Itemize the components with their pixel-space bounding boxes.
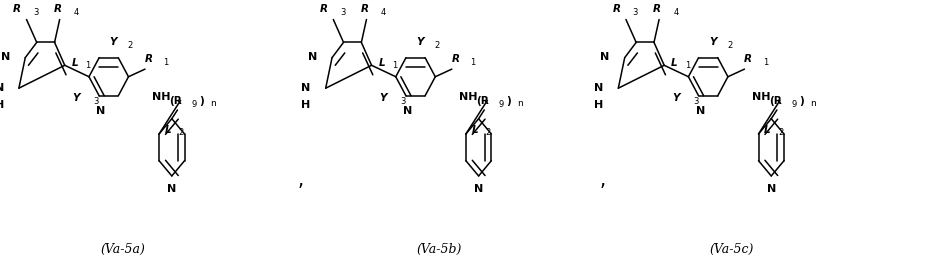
Text: H: H xyxy=(594,100,603,110)
Text: 4: 4 xyxy=(380,8,386,17)
Text: R: R xyxy=(744,54,752,64)
Text: ): ) xyxy=(199,96,205,106)
Text: N: N xyxy=(767,184,776,194)
Text: n: n xyxy=(517,99,523,108)
Text: H: H xyxy=(301,100,311,110)
Text: L: L xyxy=(671,58,678,68)
Text: NH: NH xyxy=(459,92,478,102)
Text: N: N xyxy=(1,52,10,62)
Text: 1: 1 xyxy=(470,58,475,67)
Text: (R: (R xyxy=(768,96,782,106)
Text: L: L xyxy=(471,125,478,135)
Text: R: R xyxy=(54,4,61,14)
Text: 9: 9 xyxy=(192,100,197,109)
Text: R: R xyxy=(144,54,153,64)
Text: 3: 3 xyxy=(340,8,346,17)
Text: 9: 9 xyxy=(498,100,504,109)
Text: NH: NH xyxy=(751,92,770,102)
Text: 3: 3 xyxy=(33,8,39,17)
Text: ,: , xyxy=(599,171,605,190)
Text: N: N xyxy=(600,52,610,62)
Text: Y: Y xyxy=(416,37,424,47)
Text: N: N xyxy=(96,106,106,116)
Text: 1: 1 xyxy=(763,58,767,67)
Text: (R: (R xyxy=(169,96,182,106)
Text: H: H xyxy=(0,100,4,110)
Text: L: L xyxy=(764,125,770,135)
Text: n: n xyxy=(810,99,816,108)
Text: N: N xyxy=(167,184,177,194)
Text: N: N xyxy=(301,83,311,93)
Text: R: R xyxy=(361,4,368,14)
Text: R: R xyxy=(13,4,21,14)
Text: 4: 4 xyxy=(673,8,679,17)
Text: 2: 2 xyxy=(778,128,784,137)
Text: Y: Y xyxy=(709,37,716,47)
Text: N: N xyxy=(0,83,4,93)
Text: ): ) xyxy=(799,96,804,106)
Text: (Va-5b): (Va-5b) xyxy=(416,242,462,256)
Text: 2: 2 xyxy=(727,41,733,50)
Text: 3: 3 xyxy=(400,97,406,106)
Text: 2: 2 xyxy=(434,41,440,50)
Text: Y: Y xyxy=(672,93,680,103)
Text: 3: 3 xyxy=(93,97,99,106)
Text: N: N xyxy=(474,184,483,194)
Text: N: N xyxy=(594,83,603,93)
Text: Y: Y xyxy=(73,93,80,103)
Text: (Va-5a): (Va-5a) xyxy=(100,242,145,256)
Text: 4: 4 xyxy=(74,8,79,17)
Text: (Va-5c): (Va-5c) xyxy=(709,242,754,256)
Text: 2: 2 xyxy=(178,128,184,137)
Text: ,: , xyxy=(297,171,303,190)
Text: 2: 2 xyxy=(127,41,133,50)
Text: ): ) xyxy=(506,96,512,106)
Text: Y: Y xyxy=(110,37,117,47)
Text: 3: 3 xyxy=(693,97,699,106)
Text: 2: 2 xyxy=(485,128,491,137)
Text: N: N xyxy=(696,106,705,116)
Text: 1: 1 xyxy=(86,61,91,70)
Text: L: L xyxy=(164,125,171,135)
Text: 1: 1 xyxy=(393,61,397,70)
Text: R: R xyxy=(320,4,328,14)
Text: 3: 3 xyxy=(632,8,638,17)
Text: (R: (R xyxy=(476,96,489,106)
Text: Y: Y xyxy=(379,93,387,103)
Text: N: N xyxy=(403,106,413,116)
Text: L: L xyxy=(379,58,385,68)
Text: L: L xyxy=(72,58,78,68)
Text: NH: NH xyxy=(152,92,171,102)
Text: n: n xyxy=(211,99,216,108)
Text: 9: 9 xyxy=(791,100,797,109)
Text: 1: 1 xyxy=(685,61,690,70)
Text: R: R xyxy=(451,54,460,64)
Text: R: R xyxy=(653,4,661,14)
Text: N: N xyxy=(308,52,317,62)
Text: R: R xyxy=(613,4,620,14)
Text: 1: 1 xyxy=(163,58,168,67)
